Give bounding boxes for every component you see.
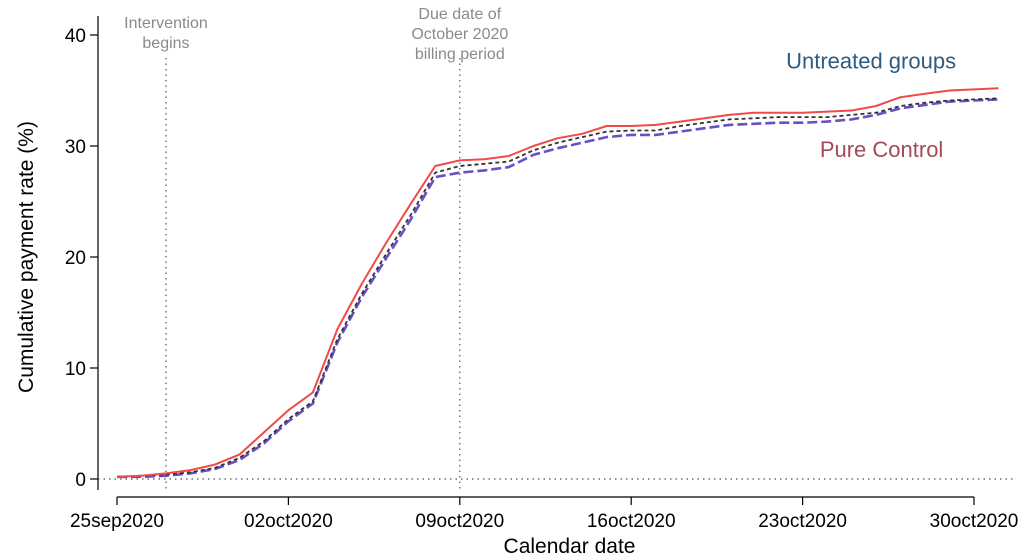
untreated-groups-label: Untreated groups <box>786 48 956 73</box>
x-tick-label: 30oct2020 <box>930 511 1019 532</box>
y-tick-label: 10 <box>65 359 86 380</box>
x-tick-label: 09oct2020 <box>415 511 504 532</box>
reference-line-label: begins <box>142 35 189 52</box>
y-axis-title: Cumulative payment rate (%) <box>15 121 38 393</box>
x-tick-label: 25sep2020 <box>70 511 164 532</box>
x-axis-title: Calendar date <box>504 535 636 558</box>
x-tick-label: 23oct2020 <box>758 511 847 532</box>
reference-line-label: Due date of <box>418 6 501 23</box>
x-tick-label: 02oct2020 <box>244 511 333 532</box>
y-tick-label: 40 <box>65 26 86 47</box>
y-tick-label: 30 <box>65 137 86 158</box>
reference-line-label: billing period <box>415 46 505 63</box>
y-tick-label: 20 <box>65 248 86 269</box>
x-tick-label: 16oct2020 <box>587 511 676 532</box>
y-tick-label: 0 <box>75 470 86 491</box>
reference-line-label: October 2020 <box>411 26 508 43</box>
reference-line-label: Intervention <box>124 15 208 32</box>
pure-control-label: Pure Control <box>820 137 944 162</box>
